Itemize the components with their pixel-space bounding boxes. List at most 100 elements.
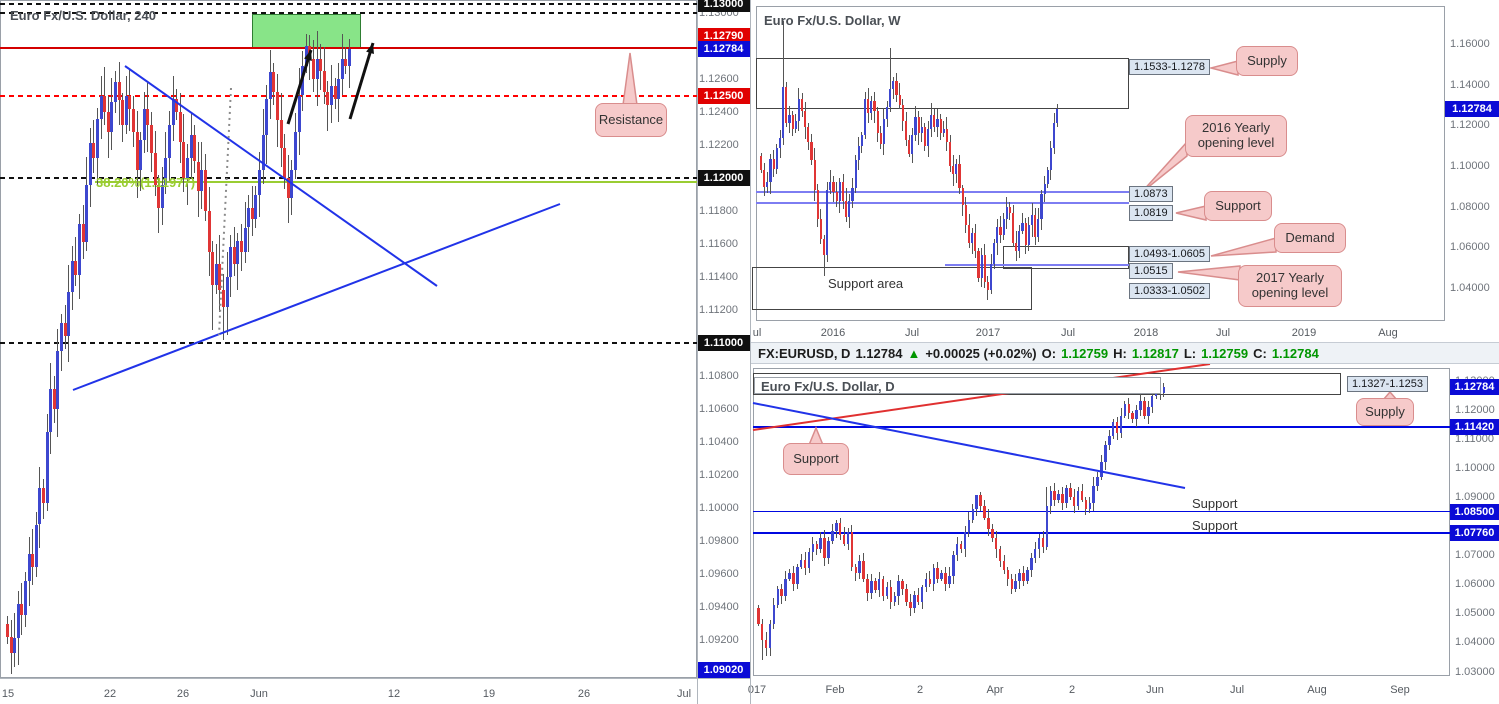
candle-body: [27, 554, 31, 581]
candle-body: [810, 141, 813, 160]
x-axis-tick: 26: [176, 688, 190, 700]
candle-body: [804, 111, 807, 128]
chart-title-daily[interactable]: Euro Fx/U.S. Dollar, D: [761, 379, 895, 394]
price-level-line[interactable]: [945, 263, 1129, 266]
left-axis-divider: [697, 0, 698, 704]
candle-body: [52, 389, 56, 409]
candle-body: [243, 227, 247, 253]
callout-2017-yearly-opening-level[interactable]: 2017 Yearly opening level: [1238, 265, 1342, 307]
price-tag: 1.12784: [1445, 101, 1499, 118]
candle-wick: [943, 120, 945, 137]
zone-demand-zone[interactable]: [1003, 246, 1129, 270]
x-axis-tick: Jun: [1146, 684, 1164, 696]
candle-body: [959, 543, 963, 550]
candle-body: [952, 165, 955, 175]
candle-body: [800, 98, 804, 112]
candle-body: [1006, 569, 1010, 579]
price-level-line[interactable]: [756, 190, 1129, 193]
zone-support-area-zone[interactable]: [752, 267, 1032, 310]
callout-supply[interactable]: Supply: [1356, 398, 1414, 426]
candle-body: [778, 137, 782, 148]
x-axis-tick: 2016: [820, 327, 846, 339]
y-axis-tick: 1.06000: [1450, 241, 1490, 254]
candle-body: [16, 603, 20, 639]
level-label-box[interactable]: 1.0819: [1129, 205, 1173, 221]
y-axis-tick: 1.11400: [699, 271, 738, 283]
price-level-line[interactable]: [753, 510, 1450, 513]
candle-body: [312, 59, 315, 79]
candle-body: [78, 224, 81, 276]
level-label-box[interactable]: 1.0333-1.0502: [1129, 283, 1210, 299]
candle-body: [911, 135, 914, 154]
price-level-line[interactable]: [0, 12, 697, 14]
y-axis-tick: 1.16000: [1450, 38, 1490, 50]
candle-body: [67, 291, 71, 337]
candle-body: [1022, 572, 1025, 582]
candle-body: [63, 323, 67, 337]
level-label-box[interactable]: 1.1327-1.1253: [1347, 376, 1428, 392]
candle-body: [1043, 184, 1046, 195]
daily-legend-box[interactable]: Euro Fx/U.S. Dollar, D: [754, 377, 1161, 394]
x-axis-tick: 15: [1, 688, 15, 700]
candle-body: [901, 581, 904, 589]
y-axis-tick: 1.11600: [699, 238, 738, 250]
candle-body: [1123, 404, 1127, 416]
chart-text: 38.20%(1.11977): [96, 175, 196, 190]
candle-body: [892, 80, 895, 89]
status-segment: H:: [1113, 345, 1127, 361]
candle-body: [13, 638, 17, 654]
candle-body: [283, 148, 287, 178]
candle-body: [889, 587, 893, 602]
callout-2016-yearly-opening-level[interactable]: 2016 Yearly opening level: [1185, 115, 1287, 157]
status-bar[interactable]: FX:EURUSD, D 1.12784 ▲ +0.00025 (+0.02%) O: 1…: [751, 342, 1499, 364]
candle-body: [319, 59, 323, 71]
candle-body: [1018, 231, 1021, 252]
callout-support[interactable]: Support: [1204, 191, 1272, 221]
candle-body: [998, 549, 1002, 562]
price-level-line[interactable]: [756, 201, 1129, 204]
zone-supply-zone[interactable]: [756, 57, 1129, 110]
y-axis-tick: 1.09800: [699, 535, 739, 547]
candle-body: [92, 143, 96, 159]
x-axis-tick: Jul: [1060, 327, 1076, 339]
candle-body: [914, 117, 917, 136]
candle-body: [1127, 404, 1131, 413]
candle-body: [769, 158, 772, 183]
price-level-line[interactable]: [0, 342, 697, 344]
candle-body: [330, 85, 333, 106]
candle-body: [772, 158, 775, 170]
candle-body: [322, 70, 326, 93]
candle-body: [815, 543, 819, 550]
candle-body: [42, 488, 45, 504]
price-level-line[interactable]: [0, 46, 697, 49]
candle-body: [848, 200, 851, 217]
callout-resistance[interactable]: Resistance: [595, 103, 667, 137]
candle-body: [826, 190, 829, 256]
candle-body: [258, 169, 261, 195]
candle-body: [851, 188, 854, 201]
chart-title-weekly[interactable]: Euro Fx/U.S. Dollar, W: [764, 13, 901, 28]
level-label-box[interactable]: 1.0873: [1129, 186, 1173, 202]
callout-supply[interactable]: Supply: [1236, 46, 1298, 76]
price-level-line[interactable]: [0, 2, 697, 5]
x-axis-tick: 2019: [1291, 327, 1317, 339]
price-level-line[interactable]: [753, 426, 1450, 428]
level-label-box[interactable]: 1.0493-1.0605: [1129, 246, 1210, 262]
price-level-line[interactable]: [753, 532, 1450, 534]
candle-body: [827, 540, 830, 559]
candle-body: [936, 568, 939, 579]
callout-demand[interactable]: Demand: [1274, 223, 1346, 253]
candle-body: [272, 72, 276, 93]
y-axis-tick: 1.10400: [699, 436, 739, 448]
y-axis-tick: 1.12000: [1455, 404, 1495, 417]
chart-title-240[interactable]: Euro Fx/U.S. Dollar, 240: [10, 8, 156, 23]
candle-body: [1018, 572, 1021, 582]
level-label-box[interactable]: 1.1533-1.1278: [1129, 59, 1210, 75]
callout-support[interactable]: Support: [783, 443, 849, 475]
candle-body: [265, 98, 269, 136]
candle-body: [873, 100, 876, 112]
candle-body: [175, 98, 179, 112]
plot-area-eurusd-daily[interactable]: [753, 368, 1450, 676]
level-label-box[interactable]: 1.0515: [1129, 263, 1173, 279]
